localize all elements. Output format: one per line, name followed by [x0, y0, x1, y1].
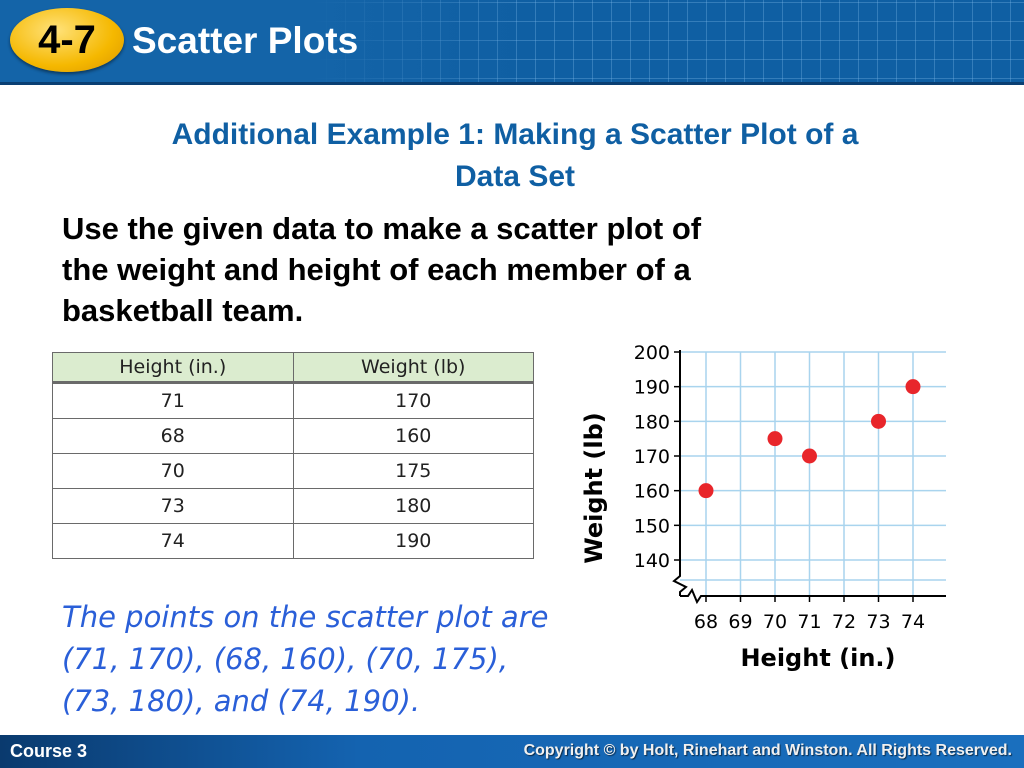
example-title-line-1: Additional Example 1: Making a Scatter P… [171, 118, 859, 151]
column-header-weight: Weight (lb) [292, 352, 534, 384]
example-title: Additional Example 1: Making a Scatter P… [40, 114, 990, 198]
page-title: Scatter Plots [132, 20, 359, 61]
x-axis-line [680, 587, 946, 605]
data-point [802, 448, 817, 464]
x-tick-label: 70 [763, 611, 787, 633]
instruction-line-1: Use the given data to make a scatter plo… [62, 211, 702, 246]
y-tick-label: 200 [634, 342, 670, 364]
data-table: Height (in.) Weight (lb) 71 170 68 160 7… [52, 352, 534, 559]
table-row: 74 190 [52, 523, 534, 559]
cell-height: 70 [52, 453, 294, 489]
x-tick-label: 68 [694, 611, 718, 633]
y-tick-label: 150 [634, 515, 670, 537]
x-tick-label: 74 [901, 611, 925, 633]
header-bar: 4-7 Scatter Plots [0, 0, 1024, 85]
answer-line-2: (71, 170), (68, 160), (70, 175), [62, 642, 509, 676]
chart-grid [680, 351, 946, 596]
table-row: 71 170 [52, 382, 534, 419]
instruction-text: Use the given data to make a scatter plo… [62, 208, 942, 331]
cell-weight: 180 [292, 488, 534, 524]
cell-height: 68 [52, 418, 294, 454]
cell-weight: 175 [292, 453, 534, 489]
instruction-line-2: the weight and height of each member of … [62, 252, 691, 287]
chart-points [698, 379, 921, 499]
cell-weight: 170 [292, 382, 534, 419]
course-label: Course 3 [10, 741, 88, 761]
answer-line-1: The points on the scatter plot are [62, 600, 549, 634]
copyright-notice: Copyright © by Holt, Rinehart and Winsto… [523, 742, 1012, 759]
data-point [698, 483, 714, 499]
y-tick-label: 170 [634, 446, 670, 468]
footer-bar: Course 3 Copyright © by Holt, Rinehart a… [0, 735, 1024, 768]
answer-text: The points on the scatter plot are (71, … [62, 596, 662, 722]
chart-tick-labels: 140 150 160 170 180 190 200 68 69 70 71 72 73 74 [634, 342, 925, 633]
cell-height: 74 [52, 523, 294, 559]
x-tick-label: 71 [797, 611, 821, 633]
y-tick-label: 190 [634, 377, 670, 399]
column-header-height: Height (in.) [52, 352, 294, 384]
y-tick-label: 160 [634, 481, 670, 503]
y-axis-label: Weight (lb) [580, 412, 608, 564]
cell-height: 73 [52, 488, 294, 524]
example-title-line-2: Data Set [454, 160, 576, 193]
lesson-badge: 4-7 [10, 8, 124, 72]
data-point [871, 413, 886, 429]
x-axis-label: Height (in.) [740, 644, 895, 672]
table-header-row: Height (in.) Weight (lb) [52, 352, 534, 384]
answer-line-3: (73, 180), and (74, 190). [62, 684, 421, 718]
x-tick-label: 72 [832, 611, 856, 633]
instruction-line-3: basketball team. [62, 293, 304, 328]
cell-weight: 190 [292, 523, 534, 559]
table-row: 68 160 [52, 418, 534, 454]
table-row: 73 180 [52, 488, 534, 524]
chart-axes [672, 350, 946, 605]
y-tick-label: 180 [634, 411, 670, 433]
table-row: 70 175 [52, 453, 534, 489]
scatter-plot: 140 150 160 170 180 190 200 68 69 70 71 72 73 74 Heig… [580, 342, 946, 672]
data-point [767, 431, 783, 447]
data-point [905, 379, 921, 395]
cell-weight: 160 [292, 418, 534, 454]
x-tick-label: 73 [866, 611, 890, 633]
y-tick-label: 140 [634, 550, 670, 572]
x-tick-label: 69 [728, 611, 752, 633]
y-axis-line [672, 350, 688, 596]
cell-height: 71 [52, 382, 294, 419]
